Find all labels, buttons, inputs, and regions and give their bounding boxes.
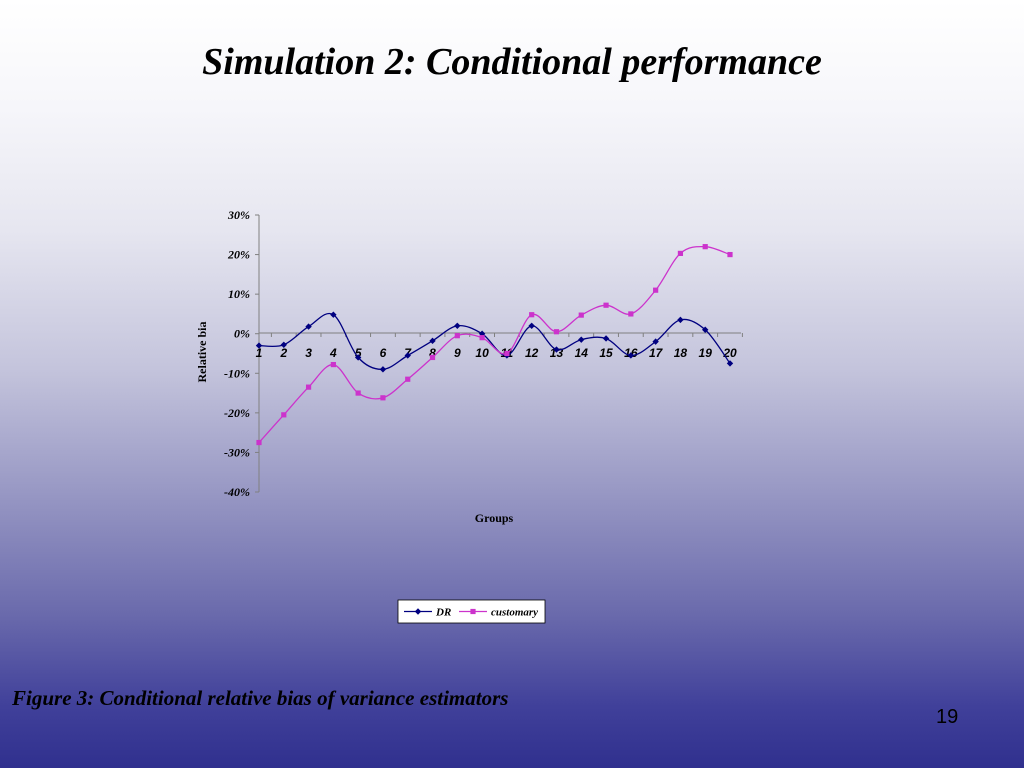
y-tick-label: 0% xyxy=(234,327,250,341)
x-tick-label: 3 xyxy=(305,346,312,360)
data-point xyxy=(727,251,733,258)
data-point xyxy=(429,337,436,345)
data-point xyxy=(677,250,684,256)
x-tick-label: 14 xyxy=(575,346,589,360)
y-tick-label: 30% xyxy=(227,208,250,222)
data-point xyxy=(578,312,584,318)
x-axis-label: Groups xyxy=(475,511,514,525)
data-point xyxy=(256,439,262,446)
y-axis-label: Relative bia xyxy=(195,322,209,383)
data-point xyxy=(653,287,659,293)
data-point xyxy=(429,354,436,361)
x-tick-label: 12 xyxy=(525,346,539,360)
slide-title: Simulation 2: Conditional performance xyxy=(202,41,822,83)
data-point xyxy=(726,360,734,367)
y-tick-label: -30% xyxy=(224,445,250,459)
x-tick-label: 2 xyxy=(279,346,287,360)
y-tick-label: 10% xyxy=(228,287,250,301)
data-point xyxy=(553,329,560,335)
page-number: 19 xyxy=(936,706,959,728)
data-point xyxy=(280,341,287,348)
x-tick-label: 1 xyxy=(256,346,263,360)
data-point xyxy=(628,311,634,317)
x-tick-label: 4 xyxy=(329,346,337,360)
y-tick-label: -20% xyxy=(224,406,250,420)
data-point xyxy=(454,333,460,339)
data-point xyxy=(281,412,287,418)
legend-marker xyxy=(414,608,422,615)
data-point xyxy=(528,322,535,329)
data-point xyxy=(602,335,610,342)
chart-series xyxy=(255,244,734,446)
series-line-customary xyxy=(258,245,731,443)
y-tick-label: -10% xyxy=(224,366,250,380)
x-tick-label: 10 xyxy=(475,346,489,360)
legend-item-dr: DR xyxy=(404,607,451,619)
x-tick-label: 9 xyxy=(454,346,461,360)
y-axis: 30% 20% 10% 0% -10% -20% -30% -40% Relative bia xyxy=(195,208,260,499)
x-tick-label: 8 xyxy=(429,346,436,360)
series-dr xyxy=(255,311,734,373)
data-point xyxy=(702,326,709,333)
data-point xyxy=(305,323,312,330)
data-point xyxy=(404,352,411,359)
data-point xyxy=(330,311,337,318)
x-tick-label: 19 xyxy=(699,346,713,360)
legend-label: customary xyxy=(491,607,538,619)
data-point xyxy=(553,346,560,353)
data-point xyxy=(652,338,659,345)
y-tick-label: -40% xyxy=(224,485,250,499)
data-point xyxy=(603,302,609,308)
x-tick-label: 18 xyxy=(674,346,688,360)
chart-legend: DR customary xyxy=(397,599,546,624)
x-tick-label: 20 xyxy=(722,346,737,360)
data-point xyxy=(529,312,535,318)
x-tick-label: 17 xyxy=(649,346,664,360)
x-tick-label: 15 xyxy=(599,346,613,360)
data-point xyxy=(305,384,312,390)
y-tick-label: 20% xyxy=(227,248,250,262)
x-axis: 1234567891011121314151617181920Groups xyxy=(256,332,743,525)
data-point xyxy=(380,395,386,401)
data-point xyxy=(405,376,411,382)
data-point xyxy=(479,335,485,341)
data-point xyxy=(504,350,510,357)
data-point xyxy=(627,352,635,359)
x-tick-label: 5 xyxy=(355,346,362,360)
figure-caption: Figure 3: Conditional relative bias of v… xyxy=(12,686,509,710)
data-point xyxy=(379,366,387,373)
data-point xyxy=(355,390,361,396)
series-customary xyxy=(256,244,733,446)
data-point xyxy=(702,244,708,250)
legend-item-customary: customary xyxy=(459,607,538,619)
legend-marker xyxy=(470,608,476,615)
data-point xyxy=(354,354,362,361)
data-point xyxy=(255,342,263,349)
legend-label: DR xyxy=(435,607,451,619)
data-point xyxy=(578,336,585,343)
data-point xyxy=(677,316,684,324)
data-point xyxy=(330,361,336,368)
x-tick-label: 6 xyxy=(380,346,387,360)
data-point xyxy=(454,322,461,329)
series-line-dr xyxy=(258,312,731,370)
